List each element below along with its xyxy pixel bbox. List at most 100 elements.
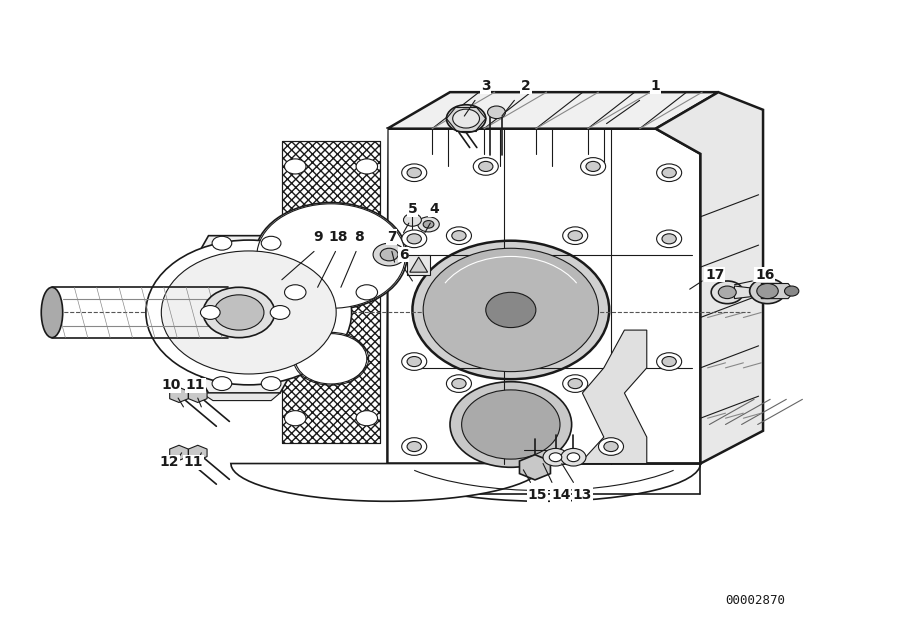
Circle shape xyxy=(543,448,568,466)
Circle shape xyxy=(750,279,786,304)
Circle shape xyxy=(356,411,377,425)
Circle shape xyxy=(567,453,580,462)
Circle shape xyxy=(401,353,427,370)
Text: 18: 18 xyxy=(328,230,348,244)
Circle shape xyxy=(711,281,743,304)
Circle shape xyxy=(657,230,681,248)
Circle shape xyxy=(486,292,536,328)
Circle shape xyxy=(450,382,572,467)
Circle shape xyxy=(407,356,421,366)
Circle shape xyxy=(356,159,377,174)
Text: 14: 14 xyxy=(551,488,571,502)
Circle shape xyxy=(284,411,306,425)
Circle shape xyxy=(212,236,232,250)
Circle shape xyxy=(662,168,676,178)
Circle shape xyxy=(446,375,472,392)
Polygon shape xyxy=(170,445,188,460)
Circle shape xyxy=(266,211,395,302)
Text: 00002870: 00002870 xyxy=(725,594,786,607)
Text: 13: 13 xyxy=(572,488,592,502)
Circle shape xyxy=(757,283,778,298)
Circle shape xyxy=(261,377,281,391)
Circle shape xyxy=(401,230,427,248)
Circle shape xyxy=(561,448,586,466)
Circle shape xyxy=(562,375,588,392)
Polygon shape xyxy=(761,283,795,298)
Circle shape xyxy=(356,284,377,300)
Circle shape xyxy=(568,231,582,241)
Circle shape xyxy=(462,390,560,459)
Text: 3: 3 xyxy=(481,79,491,93)
Text: 4: 4 xyxy=(429,202,439,217)
Circle shape xyxy=(446,105,486,133)
Text: 8: 8 xyxy=(354,230,364,244)
Circle shape xyxy=(662,356,676,366)
Text: 1: 1 xyxy=(651,79,661,93)
Circle shape xyxy=(212,377,232,391)
Circle shape xyxy=(256,204,405,309)
Circle shape xyxy=(255,203,407,310)
Text: 16: 16 xyxy=(755,268,775,282)
Circle shape xyxy=(295,333,367,384)
Circle shape xyxy=(161,251,337,374)
Circle shape xyxy=(473,157,499,175)
Circle shape xyxy=(452,231,466,241)
Circle shape xyxy=(785,286,799,296)
Circle shape xyxy=(446,227,472,244)
Circle shape xyxy=(201,305,220,319)
Polygon shape xyxy=(734,286,761,298)
Circle shape xyxy=(418,217,439,232)
Circle shape xyxy=(598,438,624,455)
Circle shape xyxy=(270,305,290,319)
Circle shape xyxy=(401,438,427,455)
Text: 12: 12 xyxy=(159,455,179,469)
Circle shape xyxy=(718,286,736,298)
Circle shape xyxy=(453,109,480,128)
Circle shape xyxy=(284,284,306,300)
Text: 2: 2 xyxy=(521,79,531,93)
Circle shape xyxy=(452,378,466,389)
Text: 6: 6 xyxy=(399,248,409,262)
Polygon shape xyxy=(280,129,387,453)
Circle shape xyxy=(374,243,405,266)
Circle shape xyxy=(662,234,676,244)
Circle shape xyxy=(586,161,600,171)
Circle shape xyxy=(407,234,421,244)
Circle shape xyxy=(407,168,421,178)
Text: 11: 11 xyxy=(185,378,205,392)
Polygon shape xyxy=(519,455,551,480)
Polygon shape xyxy=(170,387,188,403)
Circle shape xyxy=(488,106,506,119)
Circle shape xyxy=(657,353,681,370)
Circle shape xyxy=(604,441,618,451)
Circle shape xyxy=(261,236,281,250)
Text: 5: 5 xyxy=(408,202,418,217)
Circle shape xyxy=(423,220,434,228)
Circle shape xyxy=(568,378,582,389)
Text: 11: 11 xyxy=(184,455,203,469)
Polygon shape xyxy=(202,236,287,393)
Polygon shape xyxy=(580,330,647,464)
Circle shape xyxy=(412,241,609,379)
Polygon shape xyxy=(188,387,207,403)
Circle shape xyxy=(562,227,588,244)
Text: 9: 9 xyxy=(313,230,322,244)
Text: 15: 15 xyxy=(528,488,547,502)
Text: 7: 7 xyxy=(387,230,397,244)
Circle shape xyxy=(214,295,264,330)
Circle shape xyxy=(549,453,562,462)
Polygon shape xyxy=(410,257,427,272)
Polygon shape xyxy=(188,445,207,460)
Ellipse shape xyxy=(41,287,63,338)
Polygon shape xyxy=(407,255,430,275)
Polygon shape xyxy=(231,464,700,501)
Polygon shape xyxy=(387,92,718,129)
Circle shape xyxy=(380,248,398,261)
Circle shape xyxy=(580,157,606,175)
Polygon shape xyxy=(202,393,280,401)
Circle shape xyxy=(146,240,352,385)
Circle shape xyxy=(403,213,421,226)
Circle shape xyxy=(407,441,421,451)
Text: 17: 17 xyxy=(705,268,725,282)
Circle shape xyxy=(401,164,427,182)
